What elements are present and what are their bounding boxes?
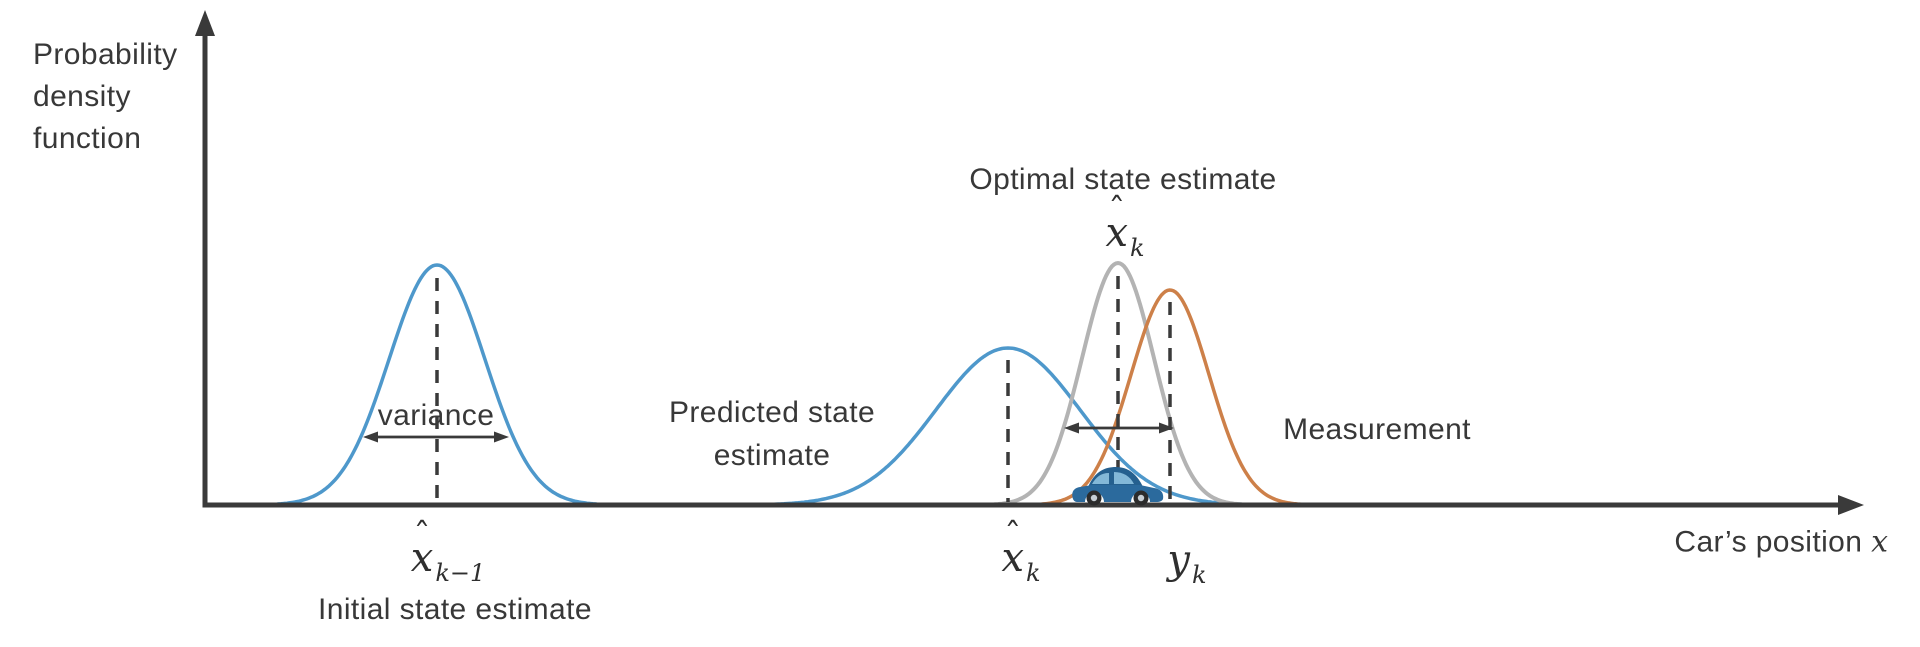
x-axis-label: Car’s position x <box>1674 525 1888 560</box>
predicted-state-label: Predicted state estimate <box>669 391 875 477</box>
y-axis-label-line1: Probability <box>33 38 178 71</box>
curve-predicted-state-estimate <box>754 346 1262 507</box>
x-axis-label-math: x <box>1871 524 1888 560</box>
car-rear-window <box>1092 473 1109 484</box>
car-body <box>1072 485 1164 502</box>
predicted-state-label-line1: Predicted state <box>668 396 876 429</box>
x-axis-label-text: Car’s position <box>1674 525 1863 559</box>
measurement-mean-symbol: yk <box>1167 537 1207 589</box>
optimal-state-label: Optimal state estimate <box>969 163 1277 196</box>
measurement-label: Measurement <box>1283 413 1471 446</box>
variance-arrow <box>363 431 509 443</box>
axes <box>195 10 1864 515</box>
mean-dashed-lines <box>435 276 1172 502</box>
x-axis-arrowhead <box>1838 495 1864 515</box>
curve-initial-state-estimate <box>267 263 607 507</box>
car-rear-hub <box>1090 494 1098 502</box>
car-front-hub <box>1137 494 1145 502</box>
predicted-state-label-line2: estimate <box>713 439 831 472</box>
initial-mean-symbol: ˆ xk−1 <box>410 516 486 587</box>
axis-lines <box>202 30 1844 508</box>
curve-optimal-state-estimate <box>990 260 1246 507</box>
car-icon <box>1072 467 1164 506</box>
correction-arrow <box>1064 422 1174 434</box>
y-axis-label-line2: density <box>33 80 131 113</box>
initial-state-caption: Initial state estimate <box>318 593 592 626</box>
y-axis-label: Probability density function <box>33 34 177 160</box>
car-front-window <box>1114 472 1134 484</box>
y-axis-arrowhead <box>195 10 215 36</box>
y-axis-label-line3: function <box>33 122 142 155</box>
annotation-arrows <box>363 422 1174 443</box>
variance-label: variance <box>377 399 495 432</box>
optimal-mean-symbol: ˆ xk <box>1105 191 1145 262</box>
predicted-mean-symbol: ˆ xk <box>1001 516 1041 587</box>
